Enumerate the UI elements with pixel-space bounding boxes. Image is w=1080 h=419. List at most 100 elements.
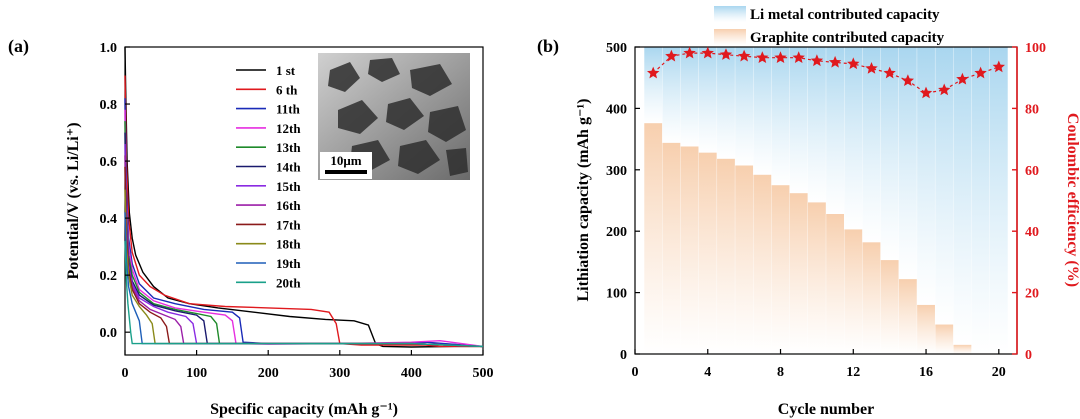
y-tick-label: 0.0 (100, 326, 118, 341)
bar-li-metal-cycle-4 (698, 47, 717, 153)
plot-a-y-ticks: 0.0 0.2 0.4 0.6 0.8 1.0 (100, 41, 130, 341)
legend-label: 17th (276, 217, 301, 232)
ce-star-cycle-12 (847, 57, 860, 70)
y-tick-label: 200 (606, 225, 627, 240)
panel-a-label: (a) (8, 36, 29, 57)
y-tick-label: 0 (620, 348, 627, 363)
x-tick-label: 4 (704, 365, 711, 380)
x-tick-label: 100 (186, 366, 207, 381)
plot-b-y-axis-title: Lithiation capacity (mAh g⁻¹) (575, 98, 592, 301)
curve-cycle-11 (124, 212, 484, 348)
bar-li-metal-cycle-10 (807, 47, 826, 203)
y-tick-label: 500 (606, 41, 627, 56)
bar-li-metal-cycle-12 (844, 47, 863, 230)
bar-graphite-cycle-11 (826, 214, 845, 354)
bar-graphite-cycle-17 (935, 324, 954, 354)
bar-li-metal-cycle-1 (644, 47, 663, 124)
bar-graphite-cycle-1 (644, 123, 663, 354)
ce-star-cycle-3 (683, 46, 696, 59)
y2-tick-label: 0 (1025, 348, 1032, 363)
plot-b-y-ticks: 0 100 200 300 400 500 (606, 41, 640, 363)
plot-a: 0 100 200 300 400 500 0.0 0.2 0.4 0.6 0.8 1.0 Spec… (65, 41, 494, 418)
x-tick-label: 0 (122, 366, 129, 381)
bar-li-metal-cycle-17 (935, 47, 954, 325)
ce-star-cycle-1 (647, 66, 660, 79)
legend-label: 15th (276, 179, 301, 194)
plot-b-legend: Li metal contributed capacity Graphite co… (714, 6, 945, 46)
plot-b-x-ticks: 0 4 8 12 16 20 (632, 349, 1006, 380)
bar-graphite-cycle-5 (717, 158, 735, 354)
ce-star-cycle-17 (938, 83, 951, 96)
legend-label: 19th (276, 256, 301, 271)
legend-label: 16th (276, 198, 301, 213)
bar-graphite-cycle-12 (844, 229, 863, 354)
y2-tick-label: 60 (1025, 164, 1039, 179)
bar-graphite-cycle-13 (862, 242, 881, 354)
bar-li-metal-cycle-3 (680, 47, 699, 147)
y2-tick-label: 80 (1025, 102, 1039, 117)
bar-li-metal-cycle-2 (662, 47, 681, 143)
bar-graphite-cycle-2 (662, 142, 681, 354)
legend-label: Graphite contributed capacity (750, 30, 945, 46)
legend-label: 1 st (276, 63, 296, 78)
ce-star-cycle-11 (828, 55, 842, 68)
legend-label: 18th (276, 237, 301, 252)
plot-b-x-axis-title: Cycle number (778, 401, 874, 418)
legend-label: Li metal contributed capacity (750, 7, 940, 23)
ce-star-cycle-16 (919, 86, 933, 99)
bar-graphite-cycle-8 (771, 185, 790, 354)
x-tick-label: 200 (258, 366, 279, 381)
sem-inset: 10μm (318, 53, 470, 180)
bar-li-metal-cycle-20 (989, 47, 1008, 354)
ce-star-cycle-9 (792, 51, 805, 63)
bar-graphite-cycle-3 (680, 146, 699, 354)
x-tick-label: 8 (777, 365, 784, 380)
bar-li-metal-cycle-6 (735, 47, 754, 166)
bar-li-metal-cycle-14 (880, 47, 899, 261)
bar-li-metal-cycle-18 (953, 47, 972, 345)
panel-b-label: (b) (537, 36, 559, 57)
plot-a-y-axis-title: Potential/V (vs. Li/Li⁺) (65, 122, 82, 279)
y2-tick-label: 40 (1025, 225, 1039, 240)
x-tick-label: 400 (401, 366, 422, 381)
curve-cycle-2 (124, 75, 483, 348)
sem-scale-bar (325, 170, 367, 174)
bar-li-metal-cycle-5 (717, 47, 735, 159)
y-tick-label: 100 (606, 287, 627, 302)
ce-star-cycle-18 (956, 72, 969, 85)
legend-label: 13th (276, 140, 301, 155)
bar-li-metal-cycle-16 (917, 47, 935, 305)
bar-li-metal-cycle-15 (898, 47, 917, 280)
plot-a-x-ticks: 0 100 200 300 400 500 (122, 350, 494, 381)
ce-star-cycle-15 (901, 74, 914, 86)
legend-label: 20th (276, 275, 301, 290)
curve-cycle-9 (124, 166, 484, 348)
sem-scale-box (320, 152, 372, 179)
bar-graphite-cycle-18 (953, 344, 972, 354)
plot-b-bars (644, 47, 1008, 354)
ce-star-cycle-10 (810, 54, 824, 67)
bar-li-metal-cycle-9 (789, 47, 808, 194)
ce-star-cycle-20 (992, 60, 1005, 73)
y-tick-label: 0.6 (100, 155, 118, 170)
plot-b-coulombic-efficiency (647, 46, 1005, 99)
ce-star-cycle-6 (738, 49, 751, 62)
ce-star-cycle-4 (701, 46, 714, 59)
x-tick-label: 12 (846, 365, 860, 380)
ce-star-cycle-13 (865, 62, 878, 74)
legend-label: 6 th (276, 82, 298, 97)
ce-star-cycle-5 (719, 48, 733, 60)
bar-li-metal-cycle-19 (971, 47, 990, 354)
curve-cycle-12 (124, 240, 484, 348)
bar-graphite-cycle-6 (735, 165, 754, 354)
bar-graphite-cycle-9 (789, 193, 808, 354)
plot-a-legend: 1 st 6 th 11th 12th 13th 14th 15th 16th 17th 18th… (236, 63, 301, 290)
y-tick-label: 400 (606, 102, 627, 117)
plot-a-curves (124, 46, 484, 348)
y-tick-label: 0.8 (100, 98, 118, 113)
plot-b-y2-ticks: 0 20 40 60 80 100 (1012, 41, 1046, 363)
legend-label: 11th (276, 102, 301, 117)
bar-graphite-cycle-15 (898, 279, 917, 354)
